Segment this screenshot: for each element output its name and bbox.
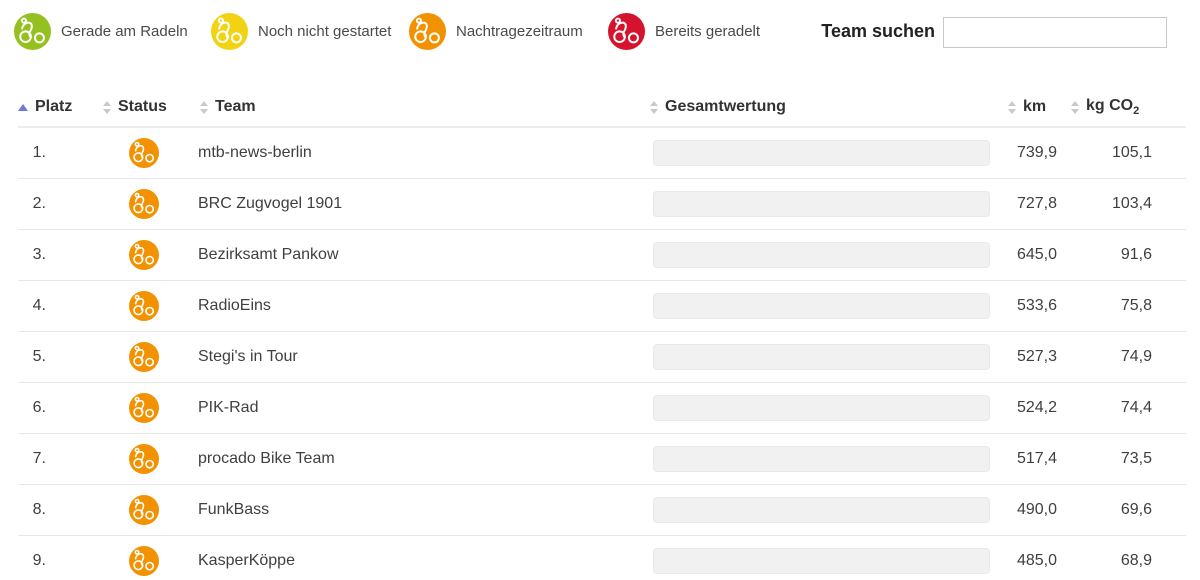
bicycle-status-icon — [211, 13, 248, 50]
team-search-input[interactable] — [943, 17, 1167, 48]
co2-value: 91,6 — [1120, 246, 1152, 263]
rank-cell: 6. — [32, 399, 46, 416]
co2-value: 68,9 — [1120, 552, 1152, 569]
km-value: 533,6 — [1016, 297, 1057, 314]
column-header-km[interactable]: km — [1008, 88, 1046, 126]
rank-cell: 4. — [32, 297, 46, 314]
sort-both-icon — [103, 100, 111, 114]
progress-bar-track — [653, 191, 990, 217]
progress-bar-track — [653, 497, 990, 523]
progress-bar-track — [653, 395, 990, 421]
co2-value: 74,4 — [1120, 399, 1152, 416]
co2-value: 74,9 — [1120, 348, 1152, 365]
legend-item-label: Gerade am Radeln — [61, 23, 188, 40]
table-header: Platz Status Team Gesamtwertung km kg CO… — [0, 88, 1200, 128]
progress-bar-track — [653, 446, 990, 472]
table-row[interactable]: 4. RadioEins 533,6 75,8 — [0, 281, 1200, 332]
team-name: Bezirksamt Pankow — [198, 246, 339, 263]
rank-cell: 1. — [32, 144, 46, 161]
table-row[interactable]: 3. Bezirksamt Pankow 645,0 91,6 — [0, 230, 1200, 281]
legend-item-label: Noch nicht gestartet — [258, 23, 392, 40]
co2-value: 103,4 — [1111, 195, 1152, 212]
status-bicycle-icon — [129, 546, 159, 576]
km-value: 645,0 — [1016, 246, 1057, 263]
progress-bar-track — [653, 242, 990, 268]
table-row[interactable]: 2. BRC Zugvogel 1901 727,8 103,4 — [0, 179, 1200, 230]
team-name: FunkBass — [198, 501, 270, 518]
legend-item-label: Nachtragezeitraum — [456, 23, 583, 40]
column-label-status: Status — [118, 98, 167, 115]
status-bicycle-icon — [129, 291, 159, 321]
legend-item-noch-nicht-gestartet: Noch nicht gestartet — [211, 13, 391, 50]
rank-cell: 5. — [32, 348, 46, 365]
status-bicycle-icon — [129, 444, 159, 474]
status-legend: Bereits geradelt Nachtragezeitraum Noch … — [0, 0, 1200, 63]
sort-ascending-icon — [18, 103, 28, 111]
km-value: 727,8 — [1016, 195, 1057, 212]
progress-bar-track — [653, 344, 990, 370]
column-label-km: km — [1023, 98, 1047, 115]
status-bicycle-icon — [129, 342, 159, 372]
bicycle-status-icon — [14, 13, 51, 50]
team-name: procado Bike Team — [198, 450, 335, 467]
column-header-status[interactable]: Status — [103, 88, 167, 126]
table-row[interactable]: 9. KasperKöppe 485,0 68,9 — [0, 536, 1200, 580]
column-header-gesamtwertung[interactable]: Gesamtwertung — [650, 88, 786, 126]
legend-item-label: Bereits geradelt — [655, 23, 761, 40]
km-value: 739,9 — [1016, 144, 1057, 161]
team-name: KasperKöppe — [198, 552, 295, 569]
status-bicycle-icon — [129, 189, 159, 219]
column-label-team: Team — [215, 98, 256, 115]
status-bicycle-icon — [129, 393, 159, 423]
rank-cell: 3. — [32, 246, 46, 263]
table-body: 1. mtb-news-berlin 739,9 105,1 2. — [0, 128, 1200, 580]
team-search-label: Team suchen — [821, 21, 935, 41]
progress-bar-track — [653, 293, 990, 319]
table-row[interactable]: 8. FunkBass 490,0 69,6 — [0, 485, 1200, 536]
team-name: Stegi's in Tour — [198, 348, 298, 365]
column-header-platz[interactable]: Platz — [18, 88, 72, 126]
status-bicycle-icon — [129, 138, 159, 168]
km-value: 524,2 — [1016, 399, 1057, 416]
column-header-team[interactable]: Team — [200, 88, 256, 126]
team-name: BRC Zugvogel 1901 — [198, 195, 343, 212]
bicycle-status-icon — [608, 13, 645, 50]
team-name: PIK-Rad — [198, 399, 259, 416]
table-row[interactable]: 7. procado Bike Team 517,4 73,5 — [0, 434, 1200, 485]
sort-both-icon — [1071, 100, 1079, 114]
legend-item-gerade-am-radeln: Gerade am Radeln — [14, 13, 188, 50]
km-value: 490,0 — [1016, 501, 1057, 518]
column-label-gesamtwertung: Gesamtwertung — [665, 98, 786, 115]
rank-cell: 2. — [32, 195, 46, 212]
bicycle-status-icon — [409, 13, 446, 50]
sort-both-icon — [1008, 100, 1016, 114]
km-value: 485,0 — [1016, 552, 1057, 569]
progress-bar-track — [653, 548, 990, 574]
rank-cell: 8. — [32, 501, 46, 518]
co2-value: 69,6 — [1120, 501, 1152, 518]
co2-value: 105,1 — [1111, 144, 1152, 161]
column-header-kg-co2[interactable]: kg CO2 — [1071, 88, 1139, 126]
legend-item-nachtragezeitraum: Nachtragezeitraum — [409, 13, 583, 50]
sort-both-icon — [200, 100, 208, 114]
table-row[interactable]: 5. Stegi's in Tour 527,3 74,9 — [0, 332, 1200, 383]
team-name: mtb-news-berlin — [198, 144, 312, 161]
table-row[interactable]: 1. mtb-news-berlin 739,9 105,1 — [0, 128, 1200, 179]
progress-bar-track — [653, 140, 990, 166]
rank-cell: 7. — [32, 450, 46, 467]
km-value: 527,3 — [1016, 348, 1057, 365]
status-bicycle-icon — [129, 240, 159, 270]
co2-value: 73,5 — [1120, 450, 1152, 467]
team-name: RadioEins — [198, 297, 271, 314]
status-bicycle-icon — [129, 495, 159, 525]
column-label-kg-co2: kg CO2 — [1086, 96, 1140, 118]
column-label-platz: Platz — [35, 98, 73, 115]
co2-value: 75,8 — [1120, 297, 1152, 314]
legend-item-bereits-geradelt: Bereits geradelt — [608, 13, 760, 50]
sort-both-icon — [650, 100, 658, 114]
table-row[interactable]: 6. PIK-Rad 524,2 74,4 — [0, 383, 1200, 434]
rank-cell: 9. — [32, 552, 46, 569]
km-value: 517,4 — [1016, 450, 1057, 467]
